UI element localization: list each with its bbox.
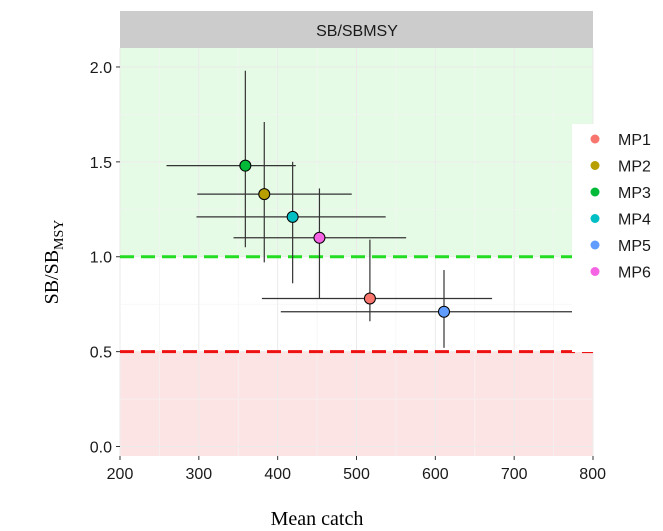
legend-label-mp4: MP4 <box>618 212 651 229</box>
y-axis-ticks: 0.0 0.5 1.0 1.5 2.0 <box>90 60 120 457</box>
y-axis-title-main: SB/SB <box>41 250 63 304</box>
x-axis-ticks: 200 300 400 500 600 700 800 <box>107 456 606 483</box>
x-tick-label: 700 <box>501 466 528 483</box>
point-mp2 <box>258 188 271 201</box>
point-mp4 <box>286 210 299 223</box>
points <box>239 159 451 318</box>
grid <box>119 48 594 456</box>
x-tick-label: 200 <box>107 466 134 483</box>
x-tick-label: 300 <box>185 466 212 483</box>
legend-key-mp1 <box>590 134 600 144</box>
y-axis-title-group: SB/SBMSY <box>41 220 67 305</box>
x-tick-label: 400 <box>264 466 291 483</box>
legend-key-mp4 <box>590 214 600 223</box>
y-axis-title: SB/SBMSY <box>41 220 67 305</box>
legend: MP1 MP2 MP3 MP4 MP5 MP6 <box>572 124 663 352</box>
y-tick-label: 1.5 <box>90 155 112 172</box>
x-tick-label: 600 <box>422 466 449 483</box>
y-tick-label: 0.5 <box>90 345 112 362</box>
facet-strip <box>120 11 593 48</box>
legend-key-mp3 <box>590 187 600 197</box>
y-tick-label: 2.0 <box>90 60 112 77</box>
point-mp5 <box>438 305 451 318</box>
legend-label-mp1: MP1 <box>618 132 651 149</box>
legend-key-mp6 <box>590 267 600 276</box>
reference-lines <box>120 255 593 354</box>
y-axis-title-subscript: MSY <box>52 220 67 250</box>
legend-label-mp5: MP5 <box>618 238 651 255</box>
legend-label-mp6: MP6 <box>618 265 651 282</box>
x-tick-label: 500 <box>343 466 370 483</box>
legend-label-mp3: MP3 <box>618 185 651 202</box>
x-tick-label: 800 <box>579 466 606 483</box>
y-tick-label: 0.0 <box>90 440 112 457</box>
y-tick-label: 1.0 <box>90 250 112 267</box>
point-mp6 <box>313 231 326 244</box>
x-axis-title: Mean catch <box>271 508 364 530</box>
legend-key-mp2 <box>590 161 600 170</box>
legend-label-mp2: MP2 <box>618 159 651 176</box>
facet-title: SB/SBMSY <box>316 23 398 40</box>
point-mp3 <box>239 159 252 172</box>
point-mp1 <box>363 292 376 305</box>
legend-background <box>572 124 663 352</box>
legend-key-mp5 <box>590 240 600 250</box>
